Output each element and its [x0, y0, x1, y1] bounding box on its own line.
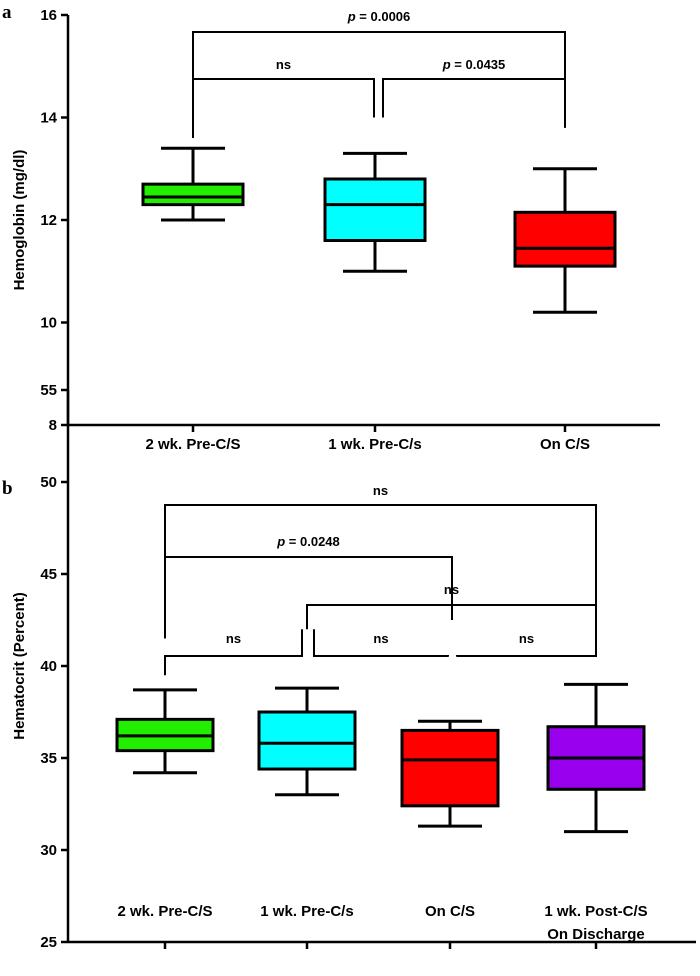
p-value: = 0.0248 [285, 534, 340, 549]
y-axis-label: Hemoglobin (mg/dl) [11, 150, 28, 291]
significance-label: ns [226, 631, 241, 646]
significance-label: ns [444, 582, 459, 597]
y-axis-label: Hematocrit (Percent) [11, 592, 28, 740]
box-iqr [141, 182, 245, 207]
p-value: = 0.0435 [451, 57, 506, 72]
x-tick-label: On C/S [425, 903, 475, 920]
significance-bracket [306, 604, 597, 630]
y-tick-label: 8 [49, 417, 57, 434]
x-tick-label: 2 wk. Pre-C/S [117, 903, 212, 920]
x-tick-label: 1 wk. Pre-C/s [328, 436, 421, 453]
p-value: = 0.0006 [356, 9, 411, 24]
panel-letter-b: b [2, 478, 13, 499]
y-tick-label: 16 [40, 7, 57, 24]
x-tick-sublabel: On Discharge [547, 926, 645, 943]
significance-label: p = 0.0248 [276, 534, 340, 549]
significance-label: p = 0.0006 [347, 9, 411, 24]
p-symbol: p [442, 57, 451, 72]
x-tick-label: 1 wk. Pre-C/s [260, 903, 353, 920]
p-symbol: p [276, 534, 285, 549]
significance-label: ns [519, 631, 534, 646]
y-tick-label: 10 [40, 315, 57, 332]
hematocrit-panel: 25 30 35 40 45 50 55 Hematocrit (Percent) 2 wk. … [11, 382, 696, 951]
significance-label: ns [373, 483, 388, 498]
y-tick-label: 12 [40, 212, 57, 229]
significance-bracket [164, 504, 597, 639]
significance-bracket [164, 629, 303, 676]
significance-label: ns [276, 57, 291, 72]
significance-label: p = 0.0435 [442, 57, 506, 72]
significance-bracket [456, 620, 597, 657]
significance-bracket [382, 78, 566, 128]
box-iqr [257, 710, 357, 771]
y-tick-label: 25 [40, 934, 57, 951]
p-symbol: p [347, 9, 356, 24]
hemoglobin-panel: 8 10 12 14 16 Hemoglobin (mg/dl) 2 wk. Pre-C/S… [11, 7, 660, 453]
box-iqr [513, 210, 617, 268]
x-tick-label: 1 wk. Post-C/S [544, 903, 647, 920]
y-tick-label: 14 [40, 110, 57, 127]
x-tick-label: On C/S [540, 436, 590, 453]
y-tick-label: 40 [40, 658, 57, 675]
y-tick-label: 50 [40, 474, 57, 491]
significance-bracket [164, 556, 453, 639]
panel-letter-a: a [2, 2, 12, 23]
significance-bracket [192, 78, 375, 138]
y-tick-label: 55 [40, 382, 57, 399]
y-tick-label: 35 [40, 750, 57, 767]
significance-bracket [313, 629, 449, 657]
x-tick-label: 2 wk. Pre-C/S [145, 436, 240, 453]
box-iqr [400, 728, 500, 808]
box-iqr [323, 177, 427, 242]
y-tick-label: 45 [40, 566, 57, 583]
significance-label: ns [373, 631, 388, 646]
y-tick-label: 30 [40, 842, 57, 859]
